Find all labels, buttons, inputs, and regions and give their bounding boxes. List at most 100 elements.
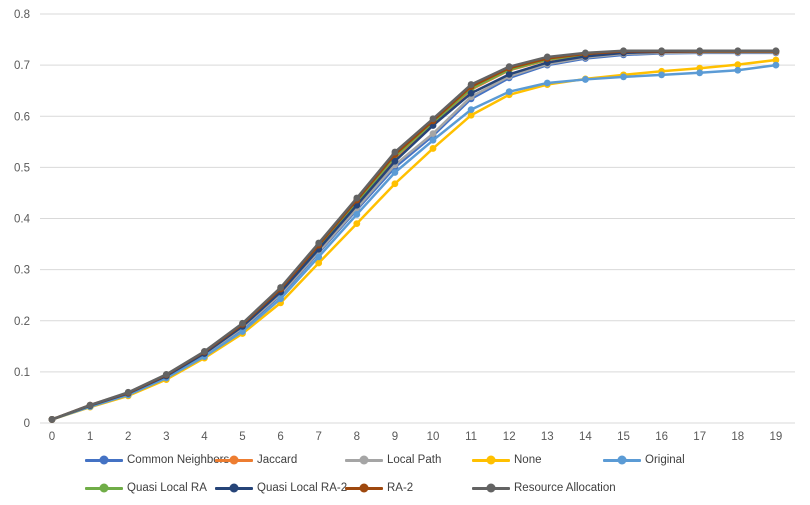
legend-line-marker-icon — [345, 483, 383, 493]
series-marker — [696, 69, 704, 77]
legend-label: Original — [645, 454, 685, 466]
x-axis-tick-label: 16 — [655, 431, 668, 443]
legend-item-local-path: Local Path — [345, 453, 441, 467]
series-line-original — [50, 63, 778, 421]
series-line-quasi-local-ra — [50, 50, 778, 421]
legend-item-resource-allocation: Resource Allocation — [472, 481, 616, 495]
legend-item-quasi-local-ra: Quasi Local RA — [85, 481, 207, 495]
legend-line-marker-icon — [472, 455, 510, 465]
y-axis-tick-label: 0 — [24, 418, 30, 430]
legend-line-marker-icon — [472, 483, 510, 493]
series-marker — [391, 157, 399, 165]
legend-dot-icon — [99, 483, 109, 493]
legend-label: None — [514, 454, 542, 466]
x-axis-tick-label: 4 — [201, 431, 208, 443]
legend-item-original: Original — [603, 453, 685, 467]
series-marker — [429, 115, 437, 123]
x-axis-tick-label: 3 — [163, 431, 169, 443]
series-marker — [772, 56, 780, 64]
legend-label: Quasi Local RA-2 — [257, 482, 348, 494]
legend-item-common-neighbors: Common Neighbors — [85, 453, 229, 467]
series-marker — [353, 211, 361, 218]
series-marker — [620, 47, 627, 55]
x-axis-tick-label: 0 — [49, 431, 55, 443]
series-marker — [429, 136, 437, 144]
legend-label: Local Path — [387, 454, 442, 466]
legend-item-ra-2: RA-2 — [345, 481, 413, 495]
legend-line-marker-icon — [603, 455, 641, 465]
series-marker — [467, 106, 475, 114]
series-marker — [429, 130, 437, 138]
series-line-resource-allocation — [50, 49, 778, 421]
series-marker — [543, 79, 551, 87]
legend-line-marker-icon — [215, 483, 253, 493]
x-axis-tick-label: 1 — [87, 431, 93, 443]
legend-label: RA-2 — [387, 482, 414, 494]
series-marker — [239, 319, 246, 327]
y-axis-tick-label: 0.5 — [14, 162, 30, 174]
series-marker — [582, 49, 589, 57]
legend-item-quasi-local-ra-2: Quasi Local RA-2 — [215, 481, 347, 495]
series-marker — [620, 73, 627, 81]
series-marker — [505, 63, 513, 71]
series-marker — [429, 145, 437, 152]
legend-line-marker-icon — [215, 455, 253, 465]
series-marker — [391, 180, 399, 188]
series-marker — [543, 53, 551, 61]
series-marker — [48, 416, 56, 423]
series-marker — [658, 47, 665, 55]
series-marker — [201, 348, 208, 355]
y-axis-tick-label: 0.6 — [14, 111, 30, 123]
x-axis-tick-label: 18 — [731, 431, 744, 443]
y-axis-tick-label: 0.8 — [14, 9, 30, 21]
series-marker — [582, 76, 589, 83]
series-marker — [391, 148, 399, 156]
legend-dot-icon — [229, 483, 239, 493]
series-marker — [734, 61, 742, 69]
series-line-none — [50, 58, 778, 421]
x-axis-tick-label: 2 — [125, 431, 131, 443]
series-line-jaccard — [50, 50, 778, 421]
x-axis-tick-label: 8 — [354, 431, 360, 443]
legend-dot-icon — [99, 455, 109, 465]
x-axis-tick-label: 5 — [239, 431, 245, 443]
legend-label: Quasi Local RA — [127, 482, 207, 494]
series-marker — [696, 47, 704, 55]
series-marker — [734, 47, 742, 55]
series-marker — [467, 89, 475, 97]
series-line-quasi-local-ra-2 — [50, 50, 778, 421]
legend-item-jaccard: Jaccard — [215, 453, 297, 467]
y-axis-tick-label: 0.2 — [14, 316, 30, 328]
series-marker — [162, 371, 170, 378]
series-marker — [658, 71, 665, 79]
line-chart: 00.10.20.30.40.50.60.70.80 1 2 3 4 5 6 7 8 9 10 11 1… — [14, 9, 795, 443]
series-marker — [505, 88, 513, 96]
series-marker — [239, 328, 246, 335]
series-marker — [505, 70, 513, 78]
legend-line-marker-icon — [85, 483, 123, 493]
series-line-common-neighbors — [50, 51, 778, 421]
legend-dot-icon — [229, 455, 239, 465]
legend-line-marker-icon — [345, 455, 383, 465]
series-line-ra-2 — [50, 50, 778, 421]
series-marker — [353, 220, 361, 228]
x-axis-tick-label: 7 — [315, 431, 321, 443]
series-marker — [315, 239, 323, 247]
x-axis-tick-label: 12 — [503, 431, 516, 443]
series-marker — [467, 111, 475, 119]
y-axis-tick-label: 0.3 — [14, 265, 30, 277]
x-axis-tick-label: 11 — [465, 431, 477, 443]
legend-label: Common Neighbors — [127, 454, 230, 466]
series-marker — [772, 61, 780, 69]
legend-item-none: None — [472, 453, 542, 467]
series-marker — [124, 388, 132, 396]
series-marker — [353, 194, 361, 202]
x-axis-tick-label: 14 — [579, 431, 592, 443]
legend-dot-icon — [359, 483, 369, 493]
legend-line-marker-icon — [85, 455, 123, 465]
legend-dot-icon — [486, 455, 496, 465]
series-marker — [277, 295, 284, 303]
legend-label: Resource Allocation — [514, 482, 616, 494]
x-axis-tick-label: 19 — [770, 431, 783, 443]
series-marker — [391, 169, 399, 176]
